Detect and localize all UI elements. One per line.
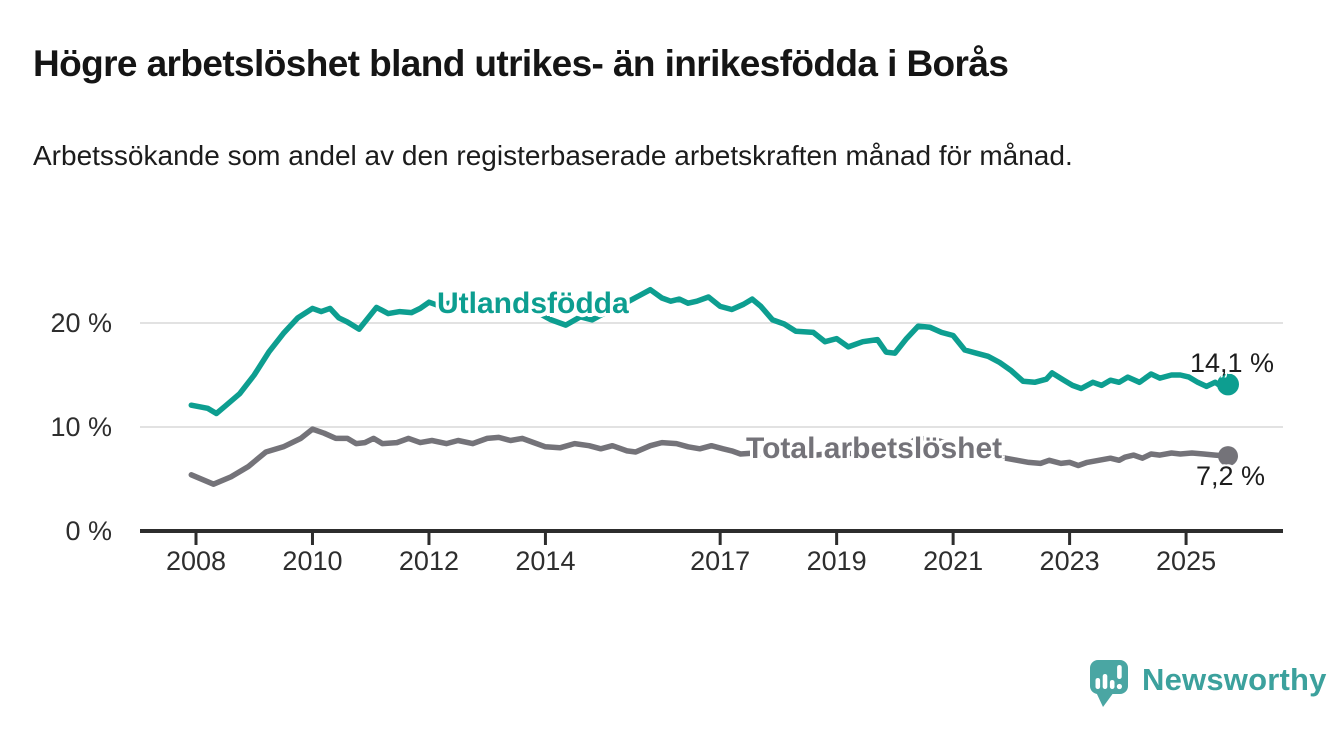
end-value-utlandsfodda: 14,1 %: [1190, 348, 1275, 378]
x-tick-label: 2025: [1156, 546, 1217, 576]
series-end-dot-0: [1217, 373, 1239, 396]
x-tick-label: 2023: [1039, 546, 1100, 576]
x-tick-label: 2019: [806, 546, 867, 576]
x-tick-label: 2012: [398, 546, 459, 576]
x-tick-label: 2021: [923, 546, 984, 576]
newsworthy-logo-icon: [1090, 660, 1128, 707]
x-tick-label: 2010: [282, 546, 343, 576]
gridlines: [140, 322, 1283, 428]
y-tick-label: 20 %: [50, 308, 112, 338]
x-tick-label: 2017: [690, 546, 751, 576]
page-title: Högre arbetslöshet bland utrikes- än inr…: [33, 43, 1009, 84]
x-axis: [140, 529, 1283, 545]
y-tick-label: 10 %: [50, 412, 112, 442]
series-line-0: [188, 286, 1231, 417]
x-tick-label: 2014: [515, 546, 576, 576]
end-value-total-arbetsloshet: 7,2 %: [1196, 461, 1266, 491]
series-label-utlandsfodda: Utlandsfödda: [437, 287, 629, 320]
x-tick-label: 2008: [165, 546, 227, 576]
series-line-1: [188, 426, 1231, 487]
newsworthy-brand-text: Newsworthy: [1142, 662, 1327, 697]
series-end-dot-1: [1218, 446, 1238, 467]
series-label-total-arbetsloshet: Total arbetslöshet: [746, 432, 1003, 465]
chart-subtitle: Arbetssökande som andel av den registerb…: [33, 140, 1073, 171]
y-tick-label: 0 %: [65, 516, 112, 546]
series-lines: [188, 286, 1239, 487]
